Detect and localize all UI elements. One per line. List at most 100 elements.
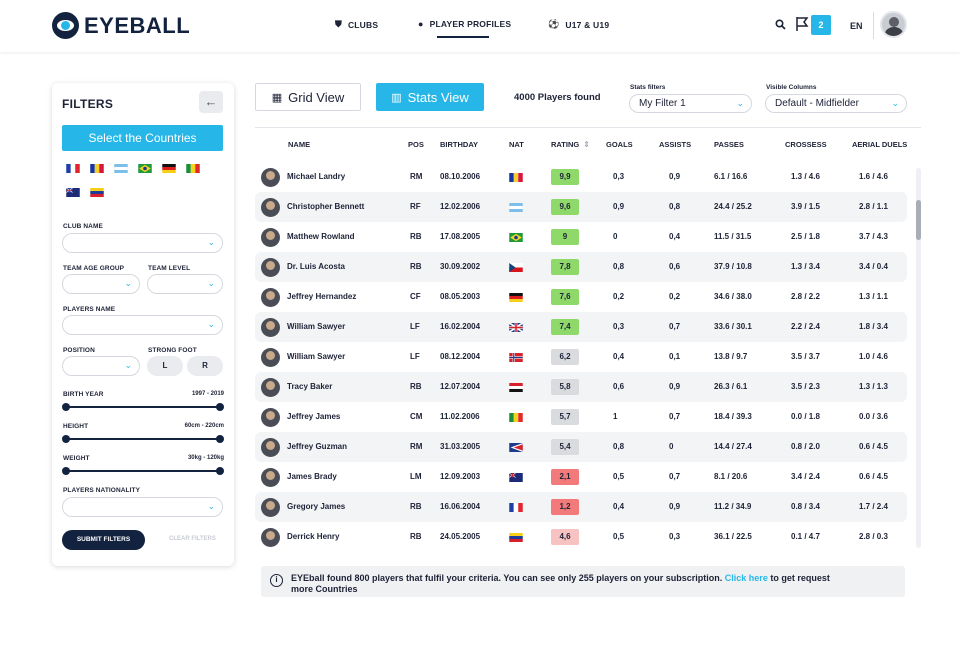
table-row[interactable]: Tracy Baker RB 12.07.2004 0,6 0,9 26.3 / 6.1 3… [255,372,907,402]
birth-year-min-handle[interactable] [62,403,70,411]
column-header-pos[interactable]: POS [408,140,424,149]
birth-year-slider[interactable] [66,406,220,408]
search-icon[interactable] [775,19,786,30]
height-slider[interactable] [66,438,220,440]
weight-min-handle[interactable] [62,467,70,475]
stats-view-button[interactable]: ▥ Stats View [376,83,484,111]
visible-columns-dropdown[interactable]: Default - Midfielder ⌄ [765,94,907,113]
stats-filters-value: My Filter 1 [639,98,686,109]
table-row[interactable]: Jeffrey James CM 11.02.2006 1 0,7 18.4 / 39.3… [255,402,907,432]
cell-player-name: Gregory James [287,502,346,511]
column-header-goals[interactable]: GOALS [606,140,633,149]
visible-columns-label: Visible Columns [766,84,817,91]
cell-position: RB [410,232,422,241]
height-range: 60cm - 220cm [184,423,224,429]
player-avatar [261,468,280,487]
stats-filters-dropdown[interactable]: My Filter 1 ⌄ [629,94,752,113]
stats-filters-label: Stats filters [630,84,666,91]
flag-andorra-icon[interactable] [90,164,104,173]
flag-australia-icon[interactable] [66,188,80,197]
column-header-passes[interactable]: PASSES [714,140,744,149]
nav-clubs[interactable]: ⛊ CLUBS [335,19,378,30]
column-header-name[interactable]: NAME [288,140,311,149]
nav-player-profiles[interactable]: ● PLAYER PROFILES [418,19,511,29]
clear-filters-button[interactable]: CLEAR FILTERS [169,536,216,542]
table-scrollbar[interactable] [916,168,921,548]
table-row[interactable]: Jeffrey Guzman RM 31.03.2005 0,8 0 14.4 / 27.… [255,432,907,462]
flag-brazil-icon[interactable] [138,164,152,173]
height-max-handle[interactable] [216,435,224,443]
nav-u17-u19[interactable]: ⚽ U17 & U19 [548,19,609,30]
flag-france-icon[interactable] [66,164,80,173]
cell-birthday: 31.03.2005 [440,442,481,451]
flag-senegal-icon[interactable] [186,164,200,173]
divider [873,12,874,39]
column-header-nat[interactable]: NAT [509,140,524,149]
cell-aerial-duels: 2.8 / 1.1 [859,202,888,211]
cell-position: LM [410,472,422,481]
cell-assists: 0,6 [669,262,681,271]
weight-max-handle[interactable] [216,467,224,475]
rating-badge: 1,2 [551,499,579,515]
collapse-filters-button[interactable]: ← [199,91,223,113]
flag-argentina-icon [509,203,523,212]
cell-player-name: Dr. Luis Acosta [287,262,345,271]
flag-argentina-icon[interactable] [114,164,128,173]
cell-birthday: 08.05.2003 [440,292,481,301]
players-name-select[interactable]: ⌄ [62,315,223,335]
cell-birthday: 17.08.2005 [440,232,481,241]
table-row[interactable]: William Sawyer LF 16.02.2004 0,3 0,7 33.6 / 3… [255,312,907,342]
team-age-group-select[interactable]: ⌄ [62,274,140,294]
scrollbar-thumb[interactable] [916,200,921,240]
column-header-aerial-duels[interactable]: AERIAL DUELS [852,140,908,149]
submit-filters-button[interactable]: SUBMIT FILTERS [62,530,145,550]
position-select[interactable]: ⌄ [62,356,140,376]
table-row[interactable]: William Sawyer LF 08.12.2004 0,4 0,1 13.8 / 9… [255,342,907,372]
cell-passes: 26.3 / 6.1 [714,382,748,391]
column-header-crosses[interactable]: CROSSESS [785,140,827,149]
players-nationality-select[interactable]: ⌄ [62,497,223,517]
club-name-select[interactable]: ⌄ [62,233,223,253]
table-row[interactable]: Dr. Luis Acosta RB 30.09.2002 0,8 0,6 37.9 / … [255,252,907,282]
logo[interactable]: EYEBALL [52,12,190,39]
table-row[interactable]: Jeffrey Hernandez CF 08.05.2003 0,2 0,2 34.6 … [255,282,907,312]
column-header-rating[interactable]: RATING ⇕ [551,140,590,149]
birth-year-max-handle[interactable] [216,403,224,411]
table-row[interactable]: Derrick Henry RB 24.05.2005 0,5 0,3 36.1 / 22… [255,522,907,552]
click-here-link[interactable]: Click here [724,573,768,583]
language-selector[interactable]: EN [850,21,863,31]
user-avatar[interactable] [880,11,907,38]
column-header-birthday[interactable]: BIRTHDAY [440,140,479,149]
cell-crosses: 3.5 / 3.7 [791,352,820,361]
player-avatar [261,528,280,547]
flag-germany-icon[interactable] [162,164,176,173]
table-row[interactable]: Gregory James RB 16.06.2004 0,4 0,9 11.2 / 34… [255,492,907,522]
team-level-select[interactable]: ⌄ [147,274,223,294]
cell-birthday: 12.09.2003 [440,472,481,481]
table-row[interactable]: James Brady LM 12.09.2003 0,5 0,7 8.1 / 20.6 3… [255,462,907,492]
cell-assists: 0,7 [669,472,681,481]
select-countries-button[interactable]: Select the Countries [62,125,223,151]
foot-left-button[interactable]: L [147,356,183,376]
column-header-assists[interactable]: ASSISTS [659,140,692,149]
cell-aerial-duels: 1.7 / 2.4 [859,502,888,511]
table-row[interactable]: Michael Landry RM 08.10.2006 0,3 0,9 6.1 / 16… [255,162,907,192]
arrow-left-icon: ← [204,94,218,109]
foot-right-button[interactable]: R [187,356,223,376]
cell-player-name: William Sawyer [287,322,346,331]
table-row[interactable]: Matthew Rowland RB 17.08.2005 0 0,4 11.5 / 31… [255,222,907,252]
cell-position: RB [410,262,422,271]
flag-norway-icon [509,353,523,362]
rating-badge: 5,7 [551,409,579,425]
weight-slider[interactable] [66,470,220,472]
grid-view-button[interactable]: ▦ Grid View [255,83,361,111]
flag-icon[interactable] [795,16,809,32]
weight-label: WEIGHT [63,455,90,462]
table-row[interactable]: Christopher Bennett RF 12.02.2006 0,9 0,8 24.… [255,192,907,222]
player-avatar [261,348,280,367]
notification-badge[interactable]: 2 [811,15,831,35]
height-min-handle[interactable] [62,435,70,443]
cell-player-name: Matthew Rowland [287,232,355,241]
flag-venezuela-icon[interactable] [90,188,104,197]
cell-birthday: 12.02.2006 [440,202,481,211]
